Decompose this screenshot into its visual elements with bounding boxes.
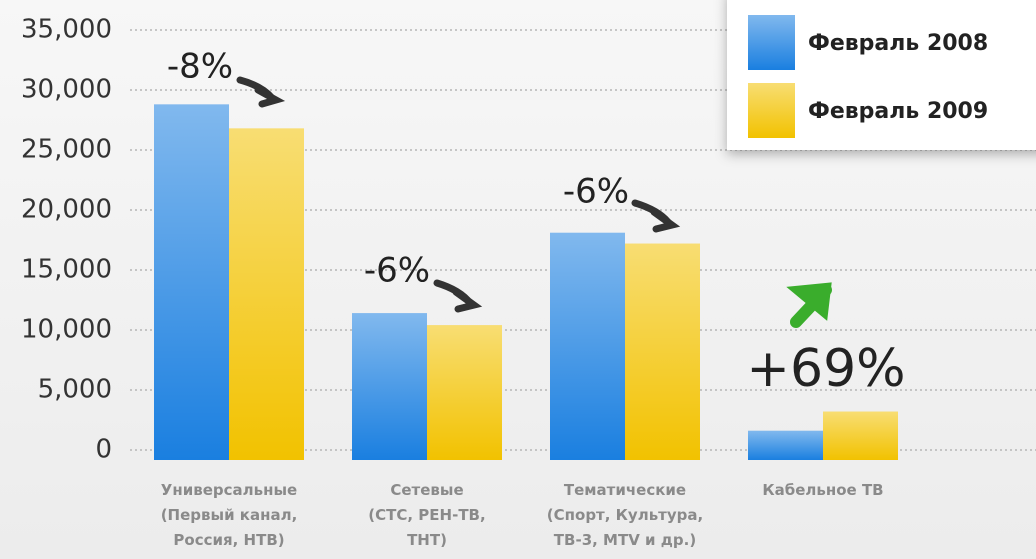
y-tick-label: 10,000 [21, 315, 112, 345]
y-tick-label: 30,000 [21, 75, 112, 105]
y-tick-label: 0 [95, 435, 112, 465]
arrow [786, 282, 832, 321]
x-tick-label: Сетевые (СТС, РЕН-ТВ, ТНТ) [368, 481, 486, 549]
annotation: -6% [563, 172, 629, 212]
bars [154, 104, 898, 461]
bar-shine [625, 243, 700, 460]
arrow [650, 208, 681, 233]
bar-shine [229, 128, 304, 460]
arrow [452, 288, 483, 313]
annotations: -8% -6% -6% +69% [167, 47, 906, 400]
bar-shine [823, 411, 898, 460]
x-tick-label: Универсальные (Первый канал, Россия, НТВ… [160, 481, 298, 549]
y-tick-label: 25,000 [21, 135, 112, 165]
legend-swatch-shine [748, 83, 795, 138]
legend: Февраль 2008 Февраль 2009 [748, 15, 988, 138]
x-tick-label: Кабельное ТВ [762, 481, 884, 499]
y-tick-label: 15,000 [21, 255, 112, 285]
legend-swatch-shine [748, 15, 795, 70]
bar-shine [352, 313, 427, 460]
y-tick-label: 35,000 [21, 15, 112, 45]
bar-shine [154, 104, 229, 461]
bar-shine [427, 325, 502, 460]
arrows [236, 76, 832, 328]
x-tick-label: Тематические (Спорт, Культура, ТВ-3, MTV… [546, 481, 704, 549]
arrow [254, 86, 286, 108]
bar-shine [748, 430, 823, 460]
annotation: +69% [746, 339, 905, 399]
annotation: -8% [167, 47, 233, 87]
bar-shine [550, 232, 625, 460]
y-tick-label: 20,000 [21, 195, 112, 225]
y-tick-label: 5,000 [38, 375, 112, 405]
annotation: -6% [364, 251, 430, 291]
legend-label: Февраль 2008 [808, 31, 988, 56]
legend-label: Февраль 2009 [808, 99, 988, 124]
